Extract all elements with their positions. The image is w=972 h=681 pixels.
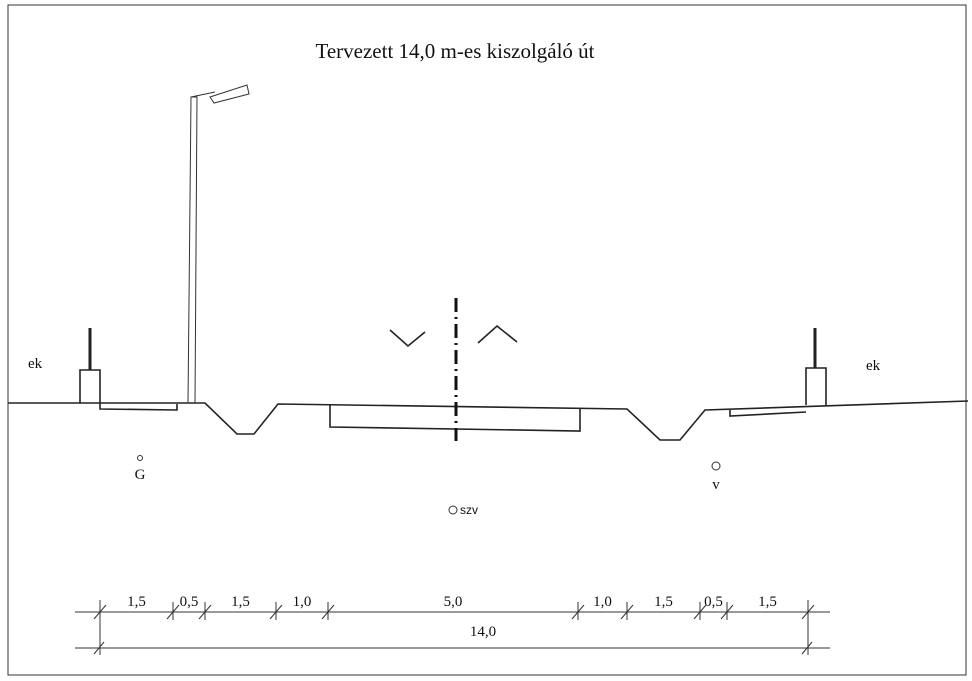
dimension-tick — [693, 604, 707, 620]
dimension-label: 1,5 — [231, 594, 250, 610]
dimension-label: 0,5 — [180, 594, 199, 610]
dimension-total: 14,0 — [470, 624, 496, 640]
dimension-label: 1,0 — [293, 594, 312, 610]
title: Tervezett 14,0 m-es kiszolgáló út — [315, 39, 594, 63]
utility-label: G — [135, 467, 146, 483]
dimension-label: 1,5 — [127, 594, 146, 610]
utility-markers — [137, 455, 721, 515]
dimension-tick — [720, 604, 734, 620]
dimension-tick — [269, 604, 283, 620]
edge-label: ek — [28, 356, 43, 372]
dimension-ticks: 1,5 0,5 1,5 1,0 5,0 1,0 1,5 0,5 1,5 — [93, 594, 815, 620]
dimension-label: 0,5 — [704, 594, 723, 610]
dimension-label: 1,0 — [593, 594, 612, 610]
utility-label: v — [712, 477, 720, 493]
edge-label: ek — [866, 358, 881, 374]
road-profile — [8, 84, 969, 441]
dimension-tick — [620, 604, 634, 620]
dimension-tick — [166, 604, 180, 620]
dimension-tick — [801, 604, 815, 620]
dimension-tick — [571, 604, 585, 620]
dimension-label: 1,5 — [654, 594, 673, 610]
dimension-tick — [321, 604, 335, 620]
frame — [7, 4, 967, 676]
dimension-tick — [198, 604, 212, 620]
dimension-tick — [93, 604, 107, 620]
dimension-label: 5,0 — [444, 594, 463, 610]
dimension-label: 1,5 — [758, 594, 777, 610]
utility-label: szv — [460, 503, 478, 517]
